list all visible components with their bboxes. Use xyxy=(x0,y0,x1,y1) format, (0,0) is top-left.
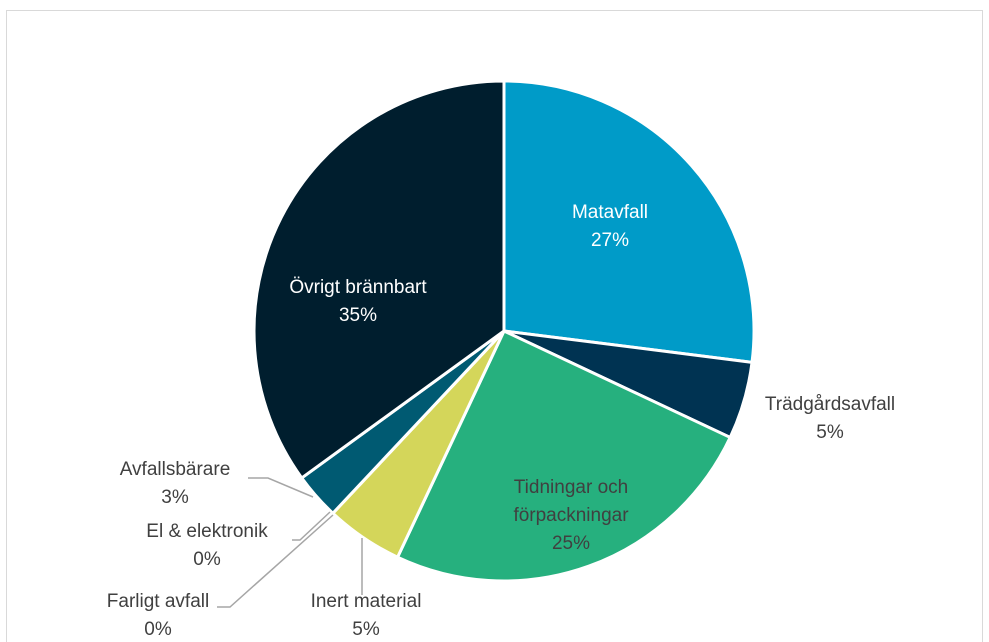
data-label: El & elektronik 0% xyxy=(107,518,307,574)
category-label: Inert material xyxy=(310,591,422,612)
category-label: Avfallsbärare xyxy=(119,459,231,480)
category-label: Trädgårdsavfall xyxy=(764,394,896,415)
data-label: Matavfall 27% xyxy=(510,199,710,255)
value-label: 25% xyxy=(551,533,591,554)
category-label: El & elektronik xyxy=(146,521,268,542)
data-label: Avfallsbärare 3% xyxy=(75,456,275,512)
pie-slice xyxy=(252,79,506,480)
value-label: 5% xyxy=(816,422,844,443)
value-label: 0% xyxy=(144,619,172,640)
value-label: 27% xyxy=(590,230,630,251)
data-label: Inert material 5% xyxy=(266,588,466,642)
category-label: Övrigt brännbart xyxy=(289,277,427,298)
value-label: 5% xyxy=(352,619,380,640)
data-label: Tidningar och förpackningar 25% xyxy=(491,474,651,558)
leader-line xyxy=(248,477,314,498)
pie-slice xyxy=(396,329,732,583)
frame xyxy=(6,10,983,642)
pie-slice xyxy=(502,79,756,364)
value-label: 3% xyxy=(161,487,189,508)
data-label: Övrigt brännbart 35% xyxy=(258,274,458,330)
leader-line xyxy=(292,511,331,541)
data-label: Trädgårdsavfall 5% xyxy=(730,391,930,447)
category-label: Tidningar och förpackningar xyxy=(513,477,629,526)
leader-line xyxy=(217,514,334,608)
category-label: Matavfall xyxy=(571,202,649,223)
value-label: 0% xyxy=(193,549,221,570)
value-label: 35% xyxy=(338,305,378,326)
category-label: Farligt avfall xyxy=(106,591,210,612)
data-label: Farligt avfall 0% xyxy=(58,588,258,642)
